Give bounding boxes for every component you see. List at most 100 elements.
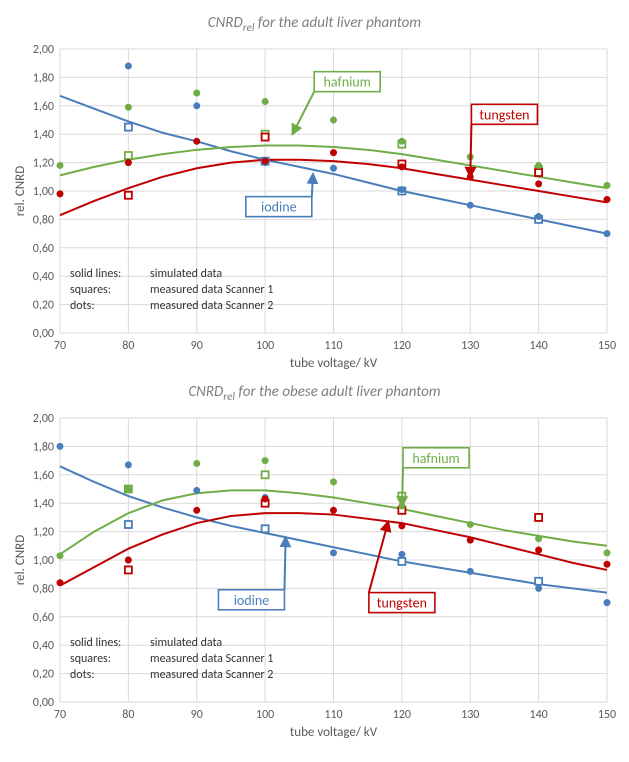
legend-key-label: solid lines: — [70, 267, 121, 281]
x-tick-label: 100 — [256, 708, 274, 722]
marker-dot-iodine — [193, 102, 200, 109]
legend-key-value: simulated data — [150, 636, 222, 650]
y-tick-label: 0,60 — [33, 242, 54, 256]
marker-dot-tungsten — [398, 522, 405, 529]
y-ticks: 0,00 0,20 0,40 0,60 0,80 1,00 1,20 1,40 1,60 1,80… — [33, 43, 54, 341]
marker-dot-hafnium — [535, 162, 542, 169]
legend-key-value: measured data Scanner 2 — [150, 299, 273, 313]
y-tick-label: 0,20 — [33, 299, 54, 313]
marker-dot-iodine — [535, 585, 542, 592]
marker-dot-hafnium — [262, 98, 269, 105]
marker-dot-hafnium — [193, 460, 200, 467]
x-tick-label: 120 — [393, 708, 411, 722]
y-tick-label: 2,00 — [33, 412, 54, 426]
y-tick-label: 0,00 — [33, 327, 54, 341]
callout-label-hafnium: hafnium — [412, 450, 459, 467]
legend-key-value: measured data Scanner 1 — [150, 283, 273, 297]
legend-key-value: measured data Scanner 1 — [150, 652, 273, 666]
callout-arrow-hafnium — [402, 468, 403, 506]
legend-key-label: solid lines: — [70, 636, 121, 650]
marker-dot-hafnium — [330, 117, 337, 124]
x-tick-label: 140 — [530, 339, 548, 353]
marker-dot-hafnium — [57, 162, 64, 169]
y-tick-label: 1,40 — [33, 128, 54, 142]
x-axis-label: tube voltage/ kV — [290, 725, 378, 740]
y-tick-label: 0,60 — [33, 611, 54, 625]
marker-dot-tungsten — [330, 149, 337, 156]
marker-dot-hafnium — [262, 457, 269, 464]
x-tick-label: 70 — [54, 339, 66, 353]
x-tick-label: 90 — [191, 708, 203, 722]
callout-label-tungsten: tungsten — [377, 595, 427, 612]
marker-dot-hafnium — [604, 549, 611, 556]
x-tick-label: 80 — [122, 339, 134, 353]
marker-square-iodine — [125, 124, 132, 131]
marker-dot-tungsten — [193, 138, 200, 145]
title-suffix: for the obese adult liver phantom — [235, 383, 441, 401]
x-tick-label: 130 — [461, 339, 479, 353]
marker-dot-hafnium — [535, 535, 542, 542]
marker-dot-iodine — [604, 599, 611, 606]
x-axis-label: tube voltage/ kV — [290, 356, 378, 371]
marker-dot-tungsten — [467, 537, 474, 544]
x-tick-label: 140 — [530, 708, 548, 722]
y-tick-label: 1,00 — [33, 185, 54, 199]
marker-dot-tungsten — [262, 495, 269, 502]
marker-dot-tungsten — [125, 557, 132, 564]
marker-dot-tungsten — [193, 507, 200, 514]
marker-square-iodine — [262, 525, 269, 532]
x-ticks: 708090100110120130140150 — [54, 708, 616, 722]
y-tick-label: 1,80 — [33, 440, 54, 454]
y-tick-label: 2,00 — [33, 43, 54, 57]
x-ticks: 708090100110120130140150 — [54, 339, 616, 353]
x-tick-label: 110 — [324, 339, 342, 353]
marker-dot-tungsten — [57, 579, 64, 586]
marker-dot-iodine — [604, 230, 611, 237]
chart-top: CNRDrel for the adult liver phantom70809… — [10, 14, 619, 373]
y-tick-label: 1,20 — [33, 157, 54, 171]
x-tick-label: 100 — [256, 339, 274, 353]
title-prefix: CNRD — [208, 14, 243, 32]
title-sub: rel — [223, 390, 235, 404]
callout-label-iodine: iodine — [261, 199, 297, 216]
y-tick-label: 1,60 — [33, 100, 54, 114]
y-tick-label: 1,80 — [33, 71, 54, 85]
y-tick-label: 1,20 — [33, 526, 54, 540]
marker-dot-iodine — [398, 186, 405, 193]
legend-key-label: dots: — [70, 668, 95, 682]
y-tick-label: 1,00 — [33, 554, 54, 568]
marker-dot-tungsten — [262, 158, 269, 165]
marker-dot-iodine — [467, 202, 474, 209]
x-tick-label: 80 — [122, 708, 134, 722]
marker-dot-hafnium — [57, 552, 64, 559]
y-tick-label: 0,00 — [33, 696, 54, 710]
x-tick-label: 150 — [598, 339, 616, 353]
y-tick-label: 0,80 — [33, 213, 54, 227]
chart-svg: 7080901001101201301401500,000,200,400,60… — [10, 412, 619, 742]
callout-arrow-iodine — [312, 174, 313, 197]
marker-square-iodine — [125, 521, 132, 528]
marker-dot-iodine — [330, 549, 337, 556]
title-sub: rel — [243, 21, 255, 35]
marker-dot-hafnium — [467, 521, 474, 528]
marker-dot-hafnium — [193, 90, 200, 97]
x-tick-label: 150 — [598, 708, 616, 722]
marker-dot-tungsten — [535, 180, 542, 187]
chart-bottom: CNRDrel for the obese adult liver phanto… — [10, 383, 619, 742]
marker-dot-tungsten — [125, 159, 132, 166]
marker-dot-hafnium — [125, 486, 132, 493]
marker-dot-iodine — [467, 568, 474, 575]
marker-dot-tungsten — [604, 561, 611, 568]
x-tick-label: 120 — [393, 339, 411, 353]
figure-container: CNRDrel for the adult liver phantom70809… — [10, 14, 619, 742]
y-tick-label: 0,40 — [33, 639, 54, 653]
callout-arrow-tungsten — [470, 124, 471, 176]
marker-square-tungsten — [125, 566, 132, 573]
marker-dot-iodine — [193, 487, 200, 494]
marker-square-tungsten — [535, 169, 542, 176]
marker-dot-iodine — [398, 551, 405, 558]
marker-dot-tungsten — [604, 196, 611, 203]
y-tick-label: 0,40 — [33, 270, 54, 284]
marker-square-tungsten — [125, 192, 132, 199]
marker-dot-tungsten — [330, 507, 337, 514]
